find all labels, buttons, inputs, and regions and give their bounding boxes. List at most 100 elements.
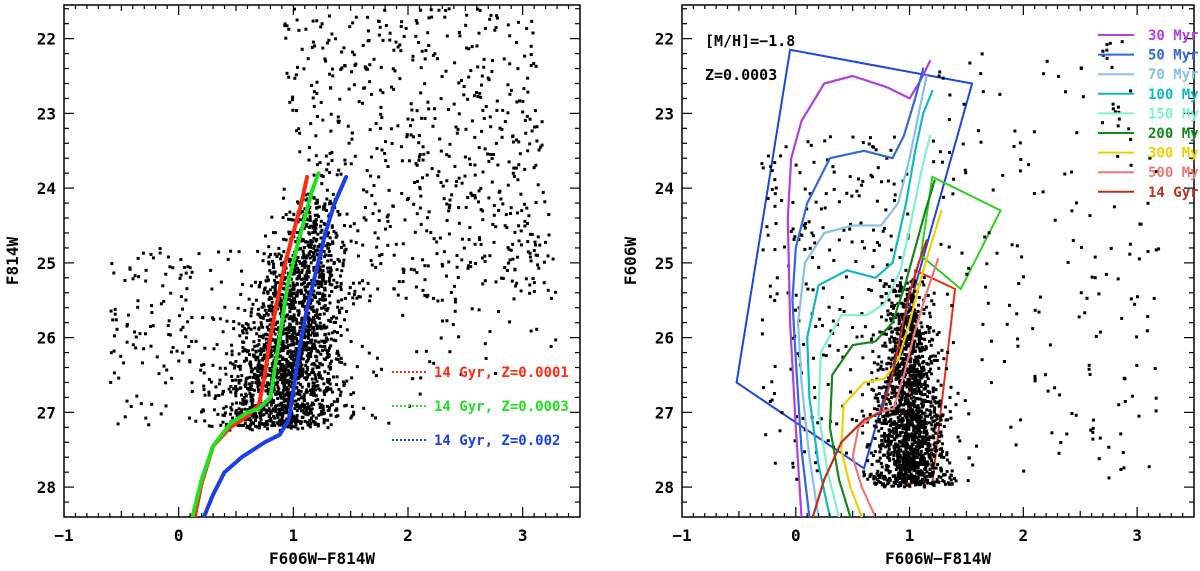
star-point xyxy=(328,152,332,155)
star-point xyxy=(314,377,318,381)
star-point xyxy=(1015,244,1019,248)
star-point xyxy=(340,66,344,70)
star-point xyxy=(303,255,307,259)
star-point xyxy=(1091,418,1095,422)
star-point xyxy=(928,315,932,319)
star-point xyxy=(320,339,324,343)
star-point xyxy=(295,418,299,422)
star-point xyxy=(267,308,271,312)
star-point xyxy=(536,263,540,267)
star-point xyxy=(918,331,922,335)
star-point xyxy=(403,218,407,222)
star-point xyxy=(388,225,392,228)
star-point xyxy=(314,314,318,317)
star-point xyxy=(989,381,993,385)
star-point xyxy=(286,425,290,429)
star-point xyxy=(929,400,933,404)
star-point xyxy=(283,277,286,281)
star-point xyxy=(928,311,932,315)
star-point xyxy=(221,420,225,424)
star-point xyxy=(364,206,367,209)
star-point xyxy=(269,349,273,353)
star-point xyxy=(915,397,919,401)
star-point xyxy=(913,413,917,417)
star-point xyxy=(920,454,924,458)
star-point xyxy=(903,357,907,361)
star-point xyxy=(282,375,286,379)
star-point xyxy=(914,319,918,323)
star-point xyxy=(496,163,500,167)
star-point xyxy=(250,428,254,432)
star-point xyxy=(489,125,493,129)
star-point xyxy=(911,435,915,439)
left-x-tick-labels: −1 0 1 2 3 xyxy=(54,526,527,545)
star-point xyxy=(287,257,291,261)
star-point xyxy=(352,302,355,306)
star-point xyxy=(248,406,252,410)
star-point xyxy=(305,375,309,379)
star-point xyxy=(435,240,439,244)
star-point xyxy=(315,308,319,312)
star-point xyxy=(1014,443,1018,447)
star-point xyxy=(335,407,339,411)
star-point xyxy=(276,411,280,415)
star-point xyxy=(912,314,916,318)
star-point xyxy=(300,402,304,406)
star-point xyxy=(261,302,265,306)
star-point xyxy=(313,44,316,48)
star-point xyxy=(905,172,909,176)
star-point xyxy=(897,471,901,475)
star-point xyxy=(331,331,335,335)
star-point xyxy=(931,466,935,470)
star-point xyxy=(929,451,933,455)
star-point xyxy=(225,319,229,323)
star-point xyxy=(243,359,247,363)
star-point xyxy=(804,222,808,226)
star-point xyxy=(438,236,442,240)
star-point xyxy=(336,300,340,304)
star-point xyxy=(362,86,366,90)
star-point xyxy=(920,440,924,444)
star-point xyxy=(293,316,297,320)
star-point xyxy=(243,422,247,426)
star-point xyxy=(159,412,163,416)
star-point xyxy=(927,455,931,459)
star-point xyxy=(249,423,253,427)
star-point xyxy=(938,423,942,427)
star-point xyxy=(463,174,467,178)
star-point xyxy=(259,383,262,387)
star-point xyxy=(426,264,430,268)
star-point xyxy=(289,299,293,302)
star-point xyxy=(447,260,451,264)
star-point xyxy=(399,145,403,149)
star-point xyxy=(901,476,904,480)
star-point xyxy=(851,135,855,139)
star-point xyxy=(880,483,884,487)
star-point xyxy=(292,350,296,354)
star-point xyxy=(327,249,331,253)
star-point xyxy=(918,346,921,350)
star-point xyxy=(916,360,920,364)
star-point xyxy=(918,442,922,446)
star-point xyxy=(366,281,370,285)
star-point xyxy=(490,70,494,73)
star-point xyxy=(937,475,941,479)
star-point xyxy=(320,298,324,302)
star-point xyxy=(295,258,299,262)
star-point xyxy=(918,329,921,333)
star-point xyxy=(933,410,936,414)
star-point xyxy=(274,408,278,412)
star-point xyxy=(343,224,346,227)
star-point xyxy=(299,420,303,424)
star-point xyxy=(482,57,486,61)
star-point xyxy=(266,427,269,431)
star-point xyxy=(294,420,297,424)
star-point xyxy=(335,349,339,353)
star-point xyxy=(546,288,550,292)
star-point xyxy=(906,427,910,430)
star-point xyxy=(967,266,971,270)
star-point xyxy=(887,481,891,485)
star-point xyxy=(831,331,835,335)
star-point xyxy=(892,484,896,488)
star-point xyxy=(404,296,408,300)
